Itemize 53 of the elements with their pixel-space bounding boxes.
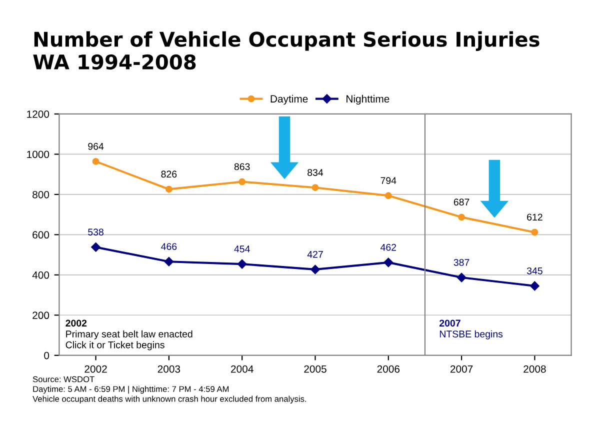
- y-tick-label: 0: [44, 352, 50, 360]
- legend-label: Daytime: [270, 94, 308, 105]
- annotation: 2007: [440, 320, 460, 327]
- y-tick-label: 200: [32, 312, 50, 320]
- point: [238, 178, 246, 186]
- x-tick-label: 2002: [84, 365, 107, 373]
- annotation: NTSBE begins: [440, 330, 503, 340]
- point: [165, 186, 172, 193]
- data-label: 834: [308, 169, 324, 176]
- x-tick-label: 2008: [524, 365, 546, 373]
- point: [312, 184, 319, 192]
- point: [92, 158, 100, 165]
- source-note: Source: WSDOT: [32, 376, 94, 382]
- point: [237, 259, 247, 269]
- point: [164, 257, 174, 266]
- legend-label: Nighttime: [346, 94, 390, 105]
- annotation: Primary seat belt law enacted: [66, 330, 192, 340]
- point: [384, 192, 392, 200]
- point: [91, 242, 100, 252]
- x-tick-label: 2003: [158, 365, 180, 373]
- y-tick-label: 600: [32, 231, 50, 239]
- point: [456, 272, 466, 282]
- data-label: 462: [380, 244, 396, 251]
- data-label: 538: [88, 228, 104, 236]
- data-label: 964: [88, 142, 104, 150]
- point: [530, 281, 540, 291]
- x-tick-label: 2007: [450, 365, 473, 373]
- y-tick-label: 400: [32, 271, 50, 279]
- data-label: 612: [527, 214, 542, 221]
- data-label: 454: [234, 246, 250, 252]
- y-tick-label: 800: [32, 190, 50, 198]
- y-tick-label: 1200: [27, 110, 50, 118]
- data-label: 427: [307, 250, 323, 258]
- point: [310, 264, 320, 274]
- x-tick-label: 2004: [231, 365, 254, 373]
- annotation: 2002: [66, 320, 87, 327]
- annotation: Click it or Ticket begins: [66, 341, 164, 350]
- data-label: 345: [526, 267, 542, 274]
- data-label: 863: [234, 163, 250, 170]
- data-label: 826: [161, 170, 177, 178]
- x-tick-label: 2005: [304, 365, 326, 373]
- x-tick-label: 2006: [377, 365, 400, 373]
- point: [384, 258, 394, 268]
- text: Vehicle occupant deaths with unknown crash hour excluded from analysis.: [32, 396, 306, 404]
- data-label: 687: [454, 198, 470, 206]
- chart-title: Number of Vehicle Occupant Serious Injuries WA 1994-2008: [33, 31, 540, 70]
- point: [458, 214, 466, 221]
- text: Daytime: 5 AM - 6:59 PM | Nighttime: 7 PM - 4:59 AM: [33, 386, 229, 394]
- data-label: 466: [161, 243, 177, 250]
- data-label: 794: [380, 177, 396, 184]
- point: [531, 228, 538, 236]
- data-label: 387: [454, 258, 470, 266]
- y-tick-label: 1000: [27, 150, 50, 158]
